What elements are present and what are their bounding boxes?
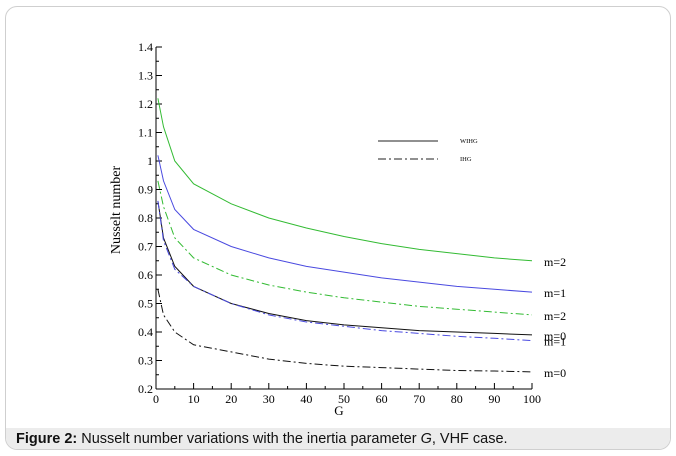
y-tick-label: 0.8 — [138, 211, 153, 225]
caption-italic-g: G — [420, 431, 432, 447]
x-tick-label: 100 — [523, 392, 541, 406]
y-tick-label: 0.6 — [138, 268, 153, 282]
x-tick-label: 50 — [338, 392, 350, 406]
x-axis-label: G — [334, 403, 343, 418]
x-tick-label: 70 — [413, 392, 425, 406]
series-end-label: m=2 — [544, 255, 566, 269]
y-tick-label: 0.5 — [138, 297, 153, 311]
series-end-label: m=0 — [544, 366, 566, 380]
figure-frame: 0.2 0.3 0.4 0.5 0.6 0.7 0.8 0.9 1 1.1 1.2 1.3 1.4 0 10… — [5, 6, 671, 450]
series-line — [157, 98, 533, 262]
series-group — [157, 98, 533, 373]
series-line — [157, 180, 533, 316]
x-tick-label: 0 — [153, 392, 159, 406]
legend-label: IHG — [460, 156, 472, 163]
y-tick-label: 0.9 — [138, 183, 153, 197]
figure-caption: Figure 2: Nusselt number variations with… — [6, 428, 670, 449]
legend-label: WIHG — [460, 138, 478, 145]
y-tick-label: 1.3 — [138, 69, 153, 83]
caption-text-before: Nusselt number variations with the inert… — [77, 431, 421, 447]
y-tick-label: 1 — [147, 154, 153, 168]
series-end-label: m=0 — [544, 329, 566, 343]
y-tick-label: 0.3 — [138, 354, 153, 368]
y-tick-label: 0.4 — [138, 325, 153, 339]
x-tick-label: 10 — [188, 392, 200, 406]
x-tick-label: 40 — [300, 392, 312, 406]
caption-prefix: Figure 2: — [16, 431, 78, 447]
line-chart: 0.2 0.3 0.4 0.5 0.6 0.7 0.8 0.9 1 1.1 1.2 1.3 1.4 0 10… — [109, 40, 566, 418]
y-tick-label: 1.2 — [138, 97, 153, 111]
y-axis-label: Nusselt number — [109, 166, 124, 255]
y-tick-label: 1.4 — [138, 40, 153, 54]
caption-text-after: , VHF case. — [431, 431, 508, 447]
series-end-label: m=1 — [544, 286, 566, 300]
x-tick-label: 20 — [225, 392, 237, 406]
y-tick-label: 1.1 — [138, 126, 153, 140]
x-tick-label: 80 — [451, 392, 463, 406]
series-line — [157, 289, 533, 373]
series-line — [157, 155, 533, 293]
series-line — [157, 200, 533, 336]
y-tick-label: 0.7 — [138, 240, 153, 254]
legend: WIHG IHG — [378, 138, 478, 163]
series-end-label: m=2 — [544, 309, 566, 323]
x-tick-label: 30 — [263, 392, 275, 406]
x-tick-label: 90 — [488, 392, 500, 406]
series-end-label: m=1 — [544, 335, 566, 349]
y-tick-label: 0.2 — [138, 382, 153, 396]
series-line — [157, 200, 533, 342]
labels-group: 0.2 0.3 0.4 0.5 0.6 0.7 0.8 0.9 1 1.1 1.2 1.3 1.4 0 10… — [109, 40, 566, 418]
x-tick-label: 60 — [376, 392, 388, 406]
